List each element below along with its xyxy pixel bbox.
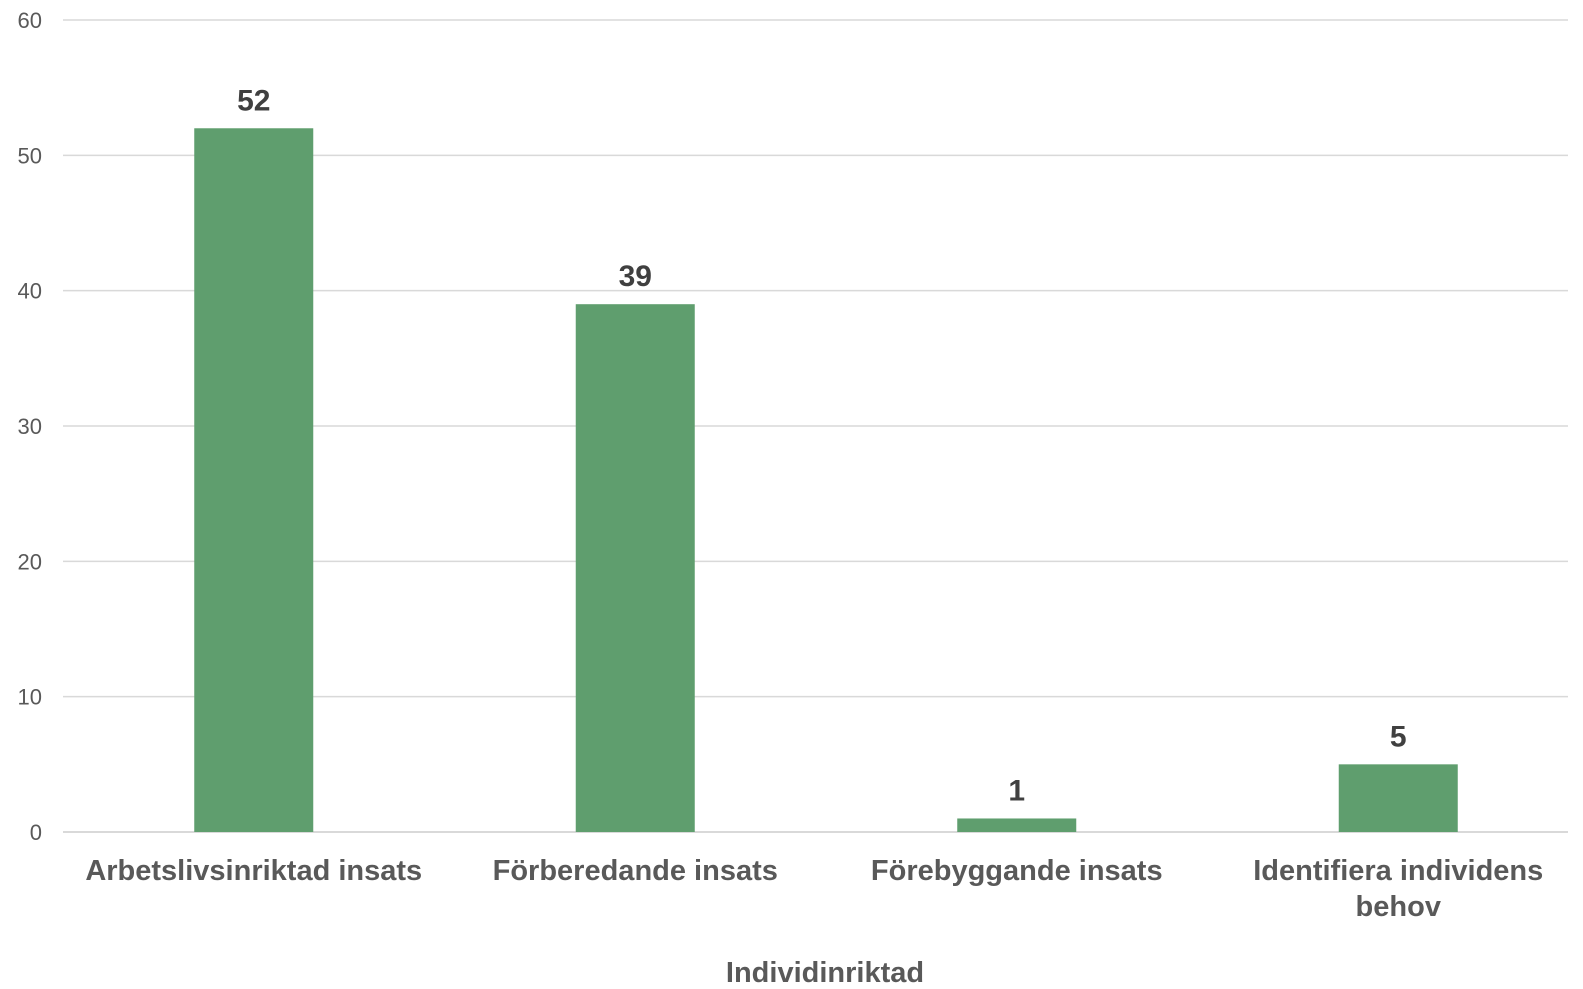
bar [194, 128, 314, 832]
gridlines [63, 19, 1568, 833]
data-label: 5 [1390, 720, 1407, 753]
data-label: 39 [619, 260, 652, 293]
bars [194, 128, 1458, 832]
y-tick-label: 0 [30, 820, 42, 845]
y-tick-label: 50 [18, 143, 42, 168]
x-tick-label: Identifiera individens behov [1253, 855, 1543, 923]
x-tick-label: Förebyggande insats [871, 855, 1163, 887]
y-tick-label: 20 [18, 549, 42, 574]
y-tick-label: 40 [18, 279, 42, 304]
y-tick-label: 10 [18, 685, 42, 710]
x-tick-label: Förberedande insats [493, 855, 778, 887]
x-tick-label: Arbetslivsinriktad insats [85, 855, 422, 887]
bar [1338, 764, 1458, 832]
x-axis-tick-labels: Arbetslivsinriktad insats Förberedande in… [85, 855, 1543, 923]
y-tick-label: 30 [18, 414, 42, 439]
bar [575, 304, 695, 832]
bar [957, 818, 1077, 832]
data-label: 1 [1008, 774, 1025, 807]
data-label: 52 [237, 84, 270, 117]
y-axis-tick-labels: 0 10 20 30 40 50 60 [18, 8, 42, 845]
data-labels: 52 39 1 5 [237, 84, 1407, 807]
y-tick-label: 60 [18, 8, 42, 33]
x-axis-title: Individinriktad [726, 957, 924, 989]
